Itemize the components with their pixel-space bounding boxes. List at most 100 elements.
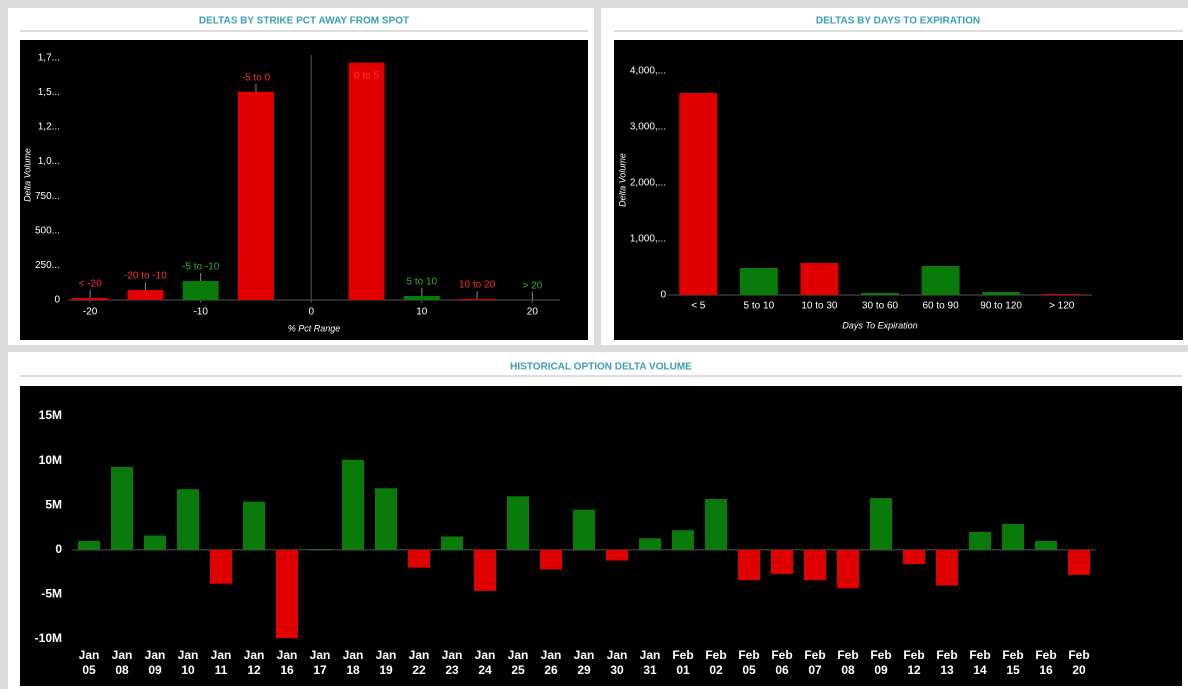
bar bbox=[111, 466, 133, 550]
chart-title: DELTAS BY DAYS TO EXPIRATION bbox=[816, 16, 980, 27]
y-tick-label: 0 bbox=[54, 295, 60, 306]
bar bbox=[837, 549, 859, 589]
x-axis-label: Days To Expiration bbox=[842, 320, 917, 330]
bar bbox=[408, 549, 430, 568]
x-tick-label: Feb 07 bbox=[804, 648, 826, 677]
x-tick-label: Feb 05 bbox=[738, 648, 760, 677]
bar bbox=[1042, 293, 1081, 295]
x-tick-label: Jan 25 bbox=[507, 648, 529, 677]
bar bbox=[639, 538, 661, 550]
x-tick-label: Feb 02 bbox=[705, 648, 727, 677]
bar bbox=[78, 540, 100, 550]
bar bbox=[771, 549, 793, 574]
y-tick-label: 10M bbox=[39, 453, 62, 467]
bar bbox=[679, 93, 718, 296]
x-tick-label: Jan 24 bbox=[474, 648, 496, 677]
y-tick-label: 250... bbox=[35, 260, 60, 271]
bar bbox=[507, 496, 529, 550]
x-tick-label: Feb 20 bbox=[1068, 648, 1090, 677]
y-tick-label: -10M bbox=[35, 631, 62, 645]
bar bbox=[800, 263, 839, 295]
bar bbox=[573, 509, 595, 550]
y-tick-label: 2,000,... bbox=[630, 178, 666, 189]
y-tick-label: 1,2... bbox=[38, 122, 60, 133]
bar bbox=[739, 268, 778, 295]
bar bbox=[72, 297, 109, 300]
x-tick-label: Jan 08 bbox=[111, 648, 133, 677]
bar bbox=[1002, 523, 1024, 550]
bar bbox=[144, 535, 166, 550]
y-axis-label: Delta Volume bbox=[617, 153, 627, 207]
data-label: -5 to -10 bbox=[182, 262, 220, 273]
bar bbox=[969, 531, 991, 550]
bar bbox=[127, 290, 164, 300]
x-tick-label: Jan 30 bbox=[606, 648, 628, 677]
bar bbox=[177, 489, 199, 550]
x-axis-label: % Pct Range bbox=[288, 323, 341, 333]
bar bbox=[982, 291, 1021, 295]
data-label: 0 to 5 bbox=[354, 71, 379, 82]
bar bbox=[672, 530, 694, 550]
x-tick-label: 5 to 10 bbox=[744, 301, 775, 312]
bar bbox=[309, 548, 331, 550]
x-tick-label: Jan 22 bbox=[408, 648, 430, 677]
y-tick-label: 1,0... bbox=[38, 156, 60, 167]
bar bbox=[243, 501, 265, 550]
y-tick-label: 1,7... bbox=[38, 52, 60, 63]
bar bbox=[276, 549, 298, 639]
x-tick-label: Jan 17 bbox=[309, 648, 331, 677]
y-tick-label: 1,5... bbox=[38, 87, 60, 98]
x-tick-label: Feb 16 bbox=[1035, 648, 1057, 677]
x-tick-label: 60 to 90 bbox=[922, 301, 959, 312]
bar bbox=[182, 281, 219, 300]
x-tick-label: Jan 29 bbox=[573, 648, 595, 677]
bar bbox=[210, 549, 232, 584]
x-tick-label: Feb 14 bbox=[969, 648, 991, 677]
y-axis-label: Delta Volume bbox=[22, 148, 32, 202]
bar bbox=[474, 549, 496, 591]
y-tick-label: 750... bbox=[35, 191, 60, 202]
bar bbox=[705, 498, 727, 550]
y-tick-label: 4,000,... bbox=[630, 66, 666, 77]
x-tick-label: -20 bbox=[83, 307, 98, 318]
chart-title: HISTORICAL OPTION DELTA VOLUME bbox=[510, 362, 692, 373]
x-tick-label: Feb 01 bbox=[672, 648, 694, 677]
bar bbox=[921, 265, 960, 295]
data-label: < -20 bbox=[79, 279, 103, 290]
x-tick-label: 20 bbox=[527, 307, 539, 318]
x-tick-label: -10 bbox=[193, 307, 208, 318]
x-tick-label: Feb 15 bbox=[1002, 648, 1024, 677]
x-tick-label: Feb 06 bbox=[771, 648, 793, 677]
x-tick-label: Jan 19 bbox=[375, 648, 397, 677]
x-tick-label: Feb 09 bbox=[870, 648, 892, 677]
data-label: -20 to -10 bbox=[124, 271, 167, 282]
bar bbox=[375, 488, 397, 550]
x-tick-label: Jan 26 bbox=[540, 648, 562, 677]
x-tick-label: 30 to 60 bbox=[862, 301, 899, 312]
y-tick-label: 15M bbox=[39, 408, 62, 422]
bar bbox=[403, 295, 440, 300]
x-tick-label: Jan 11 bbox=[210, 648, 232, 677]
x-tick-label: Jan 10 bbox=[177, 648, 199, 677]
bar bbox=[861, 292, 899, 295]
y-tick-label: 3,000,... bbox=[630, 122, 666, 133]
data-label: 10 to 20 bbox=[459, 280, 496, 291]
y-tick-label: 5M bbox=[45, 497, 62, 511]
data-label: -5 to 0 bbox=[242, 72, 271, 83]
bar bbox=[870, 498, 892, 550]
x-tick-label: Jan 09 bbox=[144, 648, 166, 677]
y-tick-label: 0 bbox=[55, 542, 62, 556]
x-tick-label: Jan 16 bbox=[276, 648, 298, 677]
bar bbox=[1068, 549, 1090, 575]
x-tick-label: 10 bbox=[416, 307, 428, 318]
bar bbox=[936, 549, 958, 586]
x-tick-label: Jan 31 bbox=[639, 648, 661, 677]
plot-area bbox=[20, 40, 588, 340]
x-tick-label: Jan 05 bbox=[78, 648, 100, 677]
x-tick-label: Jan 23 bbox=[441, 648, 463, 677]
data-label: > 20 bbox=[522, 280, 542, 291]
bar bbox=[738, 549, 760, 581]
bar bbox=[237, 91, 274, 301]
data-label: 5 to 10 bbox=[407, 277, 438, 288]
